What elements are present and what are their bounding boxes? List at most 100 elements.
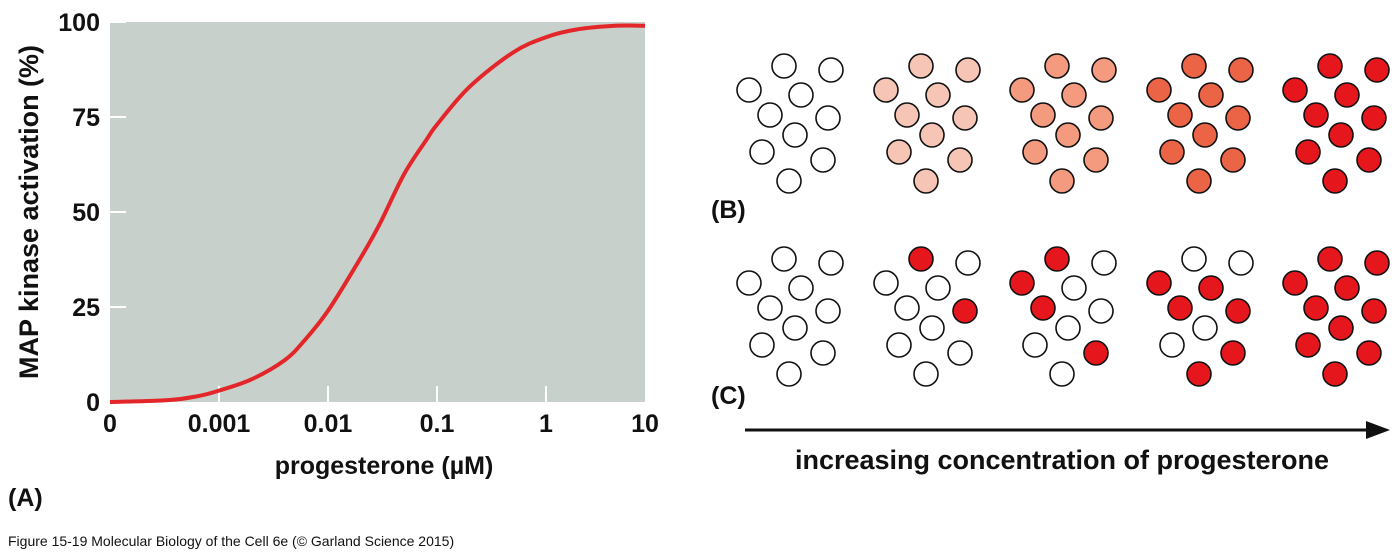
activation-curve xyxy=(109,23,646,404)
x-tick-label: 0.001 xyxy=(188,410,251,438)
y-tick-label: 25 xyxy=(72,294,100,322)
cell xyxy=(818,250,844,276)
y-tick-label: 75 xyxy=(72,104,100,132)
cell xyxy=(1181,53,1207,79)
cell xyxy=(788,82,814,108)
cell xyxy=(908,246,934,272)
cell xyxy=(1009,270,1035,296)
panel-b-cells xyxy=(736,53,1390,194)
cell xyxy=(1167,295,1193,321)
cell xyxy=(925,275,951,301)
cell xyxy=(1295,332,1321,358)
cell xyxy=(1055,315,1081,341)
x-tick-label: 1 xyxy=(539,410,553,438)
plot-background xyxy=(110,22,645,402)
cell xyxy=(1303,295,1329,321)
cell xyxy=(1322,361,1348,387)
cell xyxy=(1091,250,1117,276)
concentration-arrow xyxy=(745,421,1390,439)
arrow-label: increasing concentration of progesterone xyxy=(795,445,1329,475)
cell xyxy=(955,250,981,276)
cell xyxy=(894,295,920,321)
cell xyxy=(757,102,783,128)
cell xyxy=(1146,270,1172,296)
cell xyxy=(947,147,973,173)
cell xyxy=(1317,246,1343,272)
cell xyxy=(1328,122,1354,148)
cell xyxy=(1361,298,1387,324)
cell xyxy=(788,275,814,301)
cell xyxy=(908,53,934,79)
panel-c-cells xyxy=(736,246,1390,387)
cell xyxy=(886,139,912,165)
figure-caption: Figure 15-19 Molecular Biology of the Ce… xyxy=(8,533,455,549)
x-tick-label: 0 xyxy=(103,410,117,438)
panel-a-chart: 0 25 50 75 100 0 0.001 0.01 0.1 1 10 MAP kinase a… xyxy=(8,9,659,512)
cell xyxy=(749,139,775,165)
x-tick-label: 0.1 xyxy=(420,410,455,438)
cell xyxy=(1044,53,1070,79)
cell xyxy=(1181,246,1207,272)
cell xyxy=(1322,168,1348,194)
cell xyxy=(771,246,797,272)
cell xyxy=(873,270,899,296)
cell xyxy=(1364,250,1390,276)
cell xyxy=(1030,102,1056,128)
cell xyxy=(1225,298,1251,324)
cell xyxy=(1295,139,1321,165)
y-tick-label: 50 xyxy=(72,199,100,227)
cell xyxy=(873,77,899,103)
cell xyxy=(1022,139,1048,165)
cell xyxy=(894,102,920,128)
x-axis-label: progesterone (µM) xyxy=(275,452,494,480)
cell xyxy=(736,77,762,103)
cell xyxy=(1159,332,1185,358)
cell xyxy=(947,340,973,366)
cell xyxy=(1334,275,1360,301)
y-axis-ticks: 0 25 50 75 100 xyxy=(58,9,126,417)
cell xyxy=(913,168,939,194)
cell xyxy=(952,105,978,131)
arrow-head xyxy=(1366,421,1390,439)
cell xyxy=(782,315,808,341)
cell xyxy=(1228,250,1254,276)
cell xyxy=(1328,315,1354,341)
cell xyxy=(1167,102,1193,128)
cell xyxy=(1198,275,1224,301)
cell xyxy=(1186,361,1212,387)
cell xyxy=(1356,147,1382,173)
cell xyxy=(782,122,808,148)
y-tick-label: 0 xyxy=(86,389,100,417)
cell xyxy=(955,57,981,83)
cell xyxy=(1055,122,1081,148)
cell xyxy=(1220,147,1246,173)
cell xyxy=(810,340,836,366)
cell xyxy=(925,82,951,108)
cell xyxy=(815,105,841,131)
cell xyxy=(1192,315,1218,341)
cell xyxy=(1044,246,1070,272)
cell xyxy=(913,361,939,387)
cell xyxy=(771,53,797,79)
cell xyxy=(1303,102,1329,128)
cell xyxy=(1364,57,1390,83)
cell xyxy=(1088,298,1114,324)
cell xyxy=(776,168,802,194)
cell xyxy=(818,57,844,83)
cell xyxy=(1049,168,1075,194)
cell xyxy=(1083,147,1109,173)
cell xyxy=(1022,332,1048,358)
x-axis-ticks: 0 0.001 0.01 0.1 1 10 xyxy=(103,386,659,438)
cell xyxy=(1225,105,1251,131)
cell xyxy=(1088,105,1114,131)
cell xyxy=(1030,295,1056,321)
cell xyxy=(815,298,841,324)
cell xyxy=(1282,270,1308,296)
panel-a-label: (A) xyxy=(8,484,43,512)
cell xyxy=(1282,77,1308,103)
cell xyxy=(1186,168,1212,194)
cell xyxy=(1061,275,1087,301)
cell xyxy=(1220,340,1246,366)
cell xyxy=(1192,122,1218,148)
cell xyxy=(1361,105,1387,131)
